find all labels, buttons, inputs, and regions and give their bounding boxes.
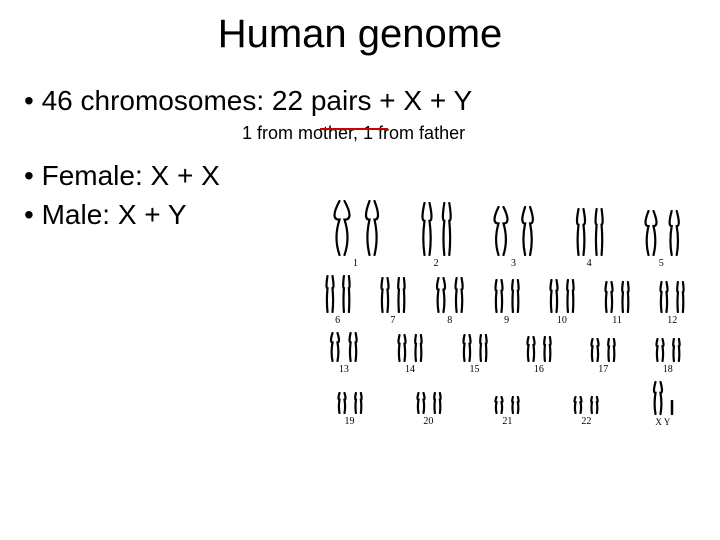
chromosome-label: 6: [335, 315, 340, 326]
chromosome-pair: 19: [335, 392, 365, 427]
subnote-parents: 1 from mother, 1 from father: [24, 121, 720, 158]
slide-title: Human genome: [0, 0, 720, 65]
chromosome-label: 19: [344, 416, 354, 427]
bullet-female: Female: X + X: [24, 158, 720, 196]
chromosome-pair: 22: [571, 396, 601, 427]
chromosome-label: X Y: [655, 417, 670, 427]
chromosome-label: 10: [557, 315, 567, 326]
karyotype-row: 19 20 21 22 X Y: [310, 381, 700, 427]
chromosome-pair: 12: [657, 281, 687, 326]
chromosome-pair: 7: [378, 277, 408, 326]
chromosome-label: 11: [612, 315, 622, 326]
chromosome-label: 7: [390, 315, 395, 326]
chromosome-label: 21: [502, 416, 512, 427]
chromosome-label: 3: [511, 258, 516, 269]
chromosome-pair: 1: [327, 200, 384, 269]
chromosome-label: 17: [598, 364, 608, 375]
chromosome-pair: 9: [492, 279, 522, 326]
chromosome-label: 14: [405, 364, 415, 375]
chromosome-pair: X Y: [650, 381, 675, 427]
karyotype-row: 1 2 3 4 5: [310, 200, 700, 269]
chromosome-pair: 18: [653, 338, 683, 375]
bullet-chromosomes: 46 chromosomes: 22 pairs + X + Y: [24, 83, 720, 121]
chromosome-label: 16: [534, 364, 544, 375]
chromosome-label: 2: [434, 258, 439, 269]
chromosome-pair: 16: [524, 336, 554, 375]
chromosome-label: 18: [663, 364, 673, 375]
chromosome-pair: 14: [395, 334, 425, 375]
chromosome-pair: 13: [327, 332, 360, 375]
chromosome-label: 12: [667, 315, 677, 326]
chromosome-label: 22: [581, 416, 591, 427]
chromosome-pair: 4: [573, 208, 606, 269]
chromosome-pair: 3: [488, 206, 538, 269]
chromosome-pair: 21: [492, 396, 522, 427]
chromosome-label: 15: [469, 364, 479, 375]
karyotype-row: 6 7 8 9 10 11 12: [310, 275, 700, 326]
chromosome-pair: 10: [547, 279, 577, 326]
chromosome-label: 13: [339, 364, 349, 375]
chromosome-pair: 6: [323, 275, 353, 326]
chromosome-pair: 8: [433, 277, 466, 326]
underline-annotation: [320, 128, 388, 130]
chromosome-label: 20: [423, 416, 433, 427]
chromosome-pair: 5: [640, 210, 683, 269]
chromosome-pair: 11: [602, 281, 632, 326]
chromosome-pair: 20: [414, 392, 444, 427]
karyotype-diagram: 1 2 3 4 5 6 7 8: [310, 200, 700, 433]
chromosome-pair: 15: [460, 334, 490, 375]
chromosome-pair: 17: [588, 338, 618, 375]
chromosome-label: 9: [504, 315, 509, 326]
chromosome-label: 5: [659, 258, 664, 269]
karyotype-row: 13 14 15 16 17 18: [310, 332, 700, 375]
chromosome-label: 4: [587, 258, 592, 269]
chromosome-pair: 2: [418, 202, 455, 269]
chromosome-label: 8: [447, 315, 452, 326]
chromosome-label: 1: [353, 258, 358, 269]
